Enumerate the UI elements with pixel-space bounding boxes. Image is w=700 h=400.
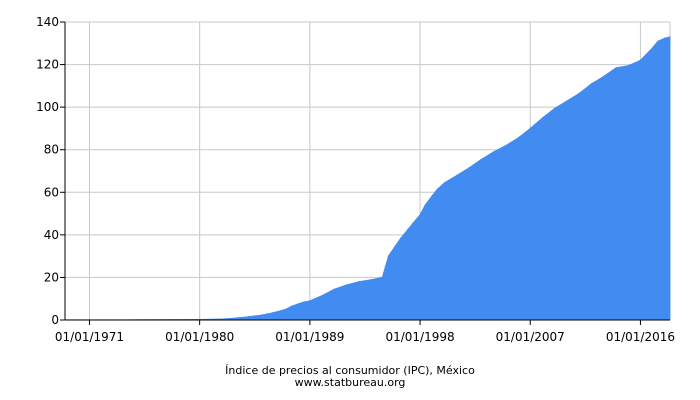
x-tick-label: 01/01/1980: [165, 330, 234, 344]
data-point: [664, 37, 666, 39]
data-point: [395, 244, 397, 247]
data-point: [302, 301, 304, 303]
data-point: [615, 67, 617, 69]
data-point: [505, 144, 507, 147]
data-point: [541, 117, 544, 119]
data-point: [468, 167, 470, 169]
data-point: [260, 314, 262, 316]
data-point: [669, 36, 671, 38]
data-point: [456, 174, 458, 176]
data-point: [492, 151, 495, 153]
data-point: [235, 317, 237, 319]
data-point: [436, 188, 438, 190]
series-area: [64, 36, 671, 321]
data-point: [603, 75, 605, 77]
y-tick-label: 40: [44, 228, 59, 242]
data-point: [554, 107, 556, 109]
data-point: [358, 281, 360, 283]
data-point: [321, 294, 323, 297]
data-point: [333, 288, 335, 290]
data-point: [578, 92, 580, 94]
y-tick-label: 120: [36, 58, 59, 72]
chart-title: Índice de precios al consumidor (IPC), M…: [225, 364, 475, 377]
y-tick-label: 140: [36, 15, 59, 29]
data-point: [419, 214, 421, 216]
y-tick-label: 0: [51, 313, 59, 327]
data-point: [297, 303, 299, 305]
data-point: [424, 204, 426, 206]
data-point: [407, 228, 409, 231]
data-point: [346, 284, 348, 286]
data-point: [284, 308, 286, 310]
data-point: [652, 46, 654, 49]
data-point: [639, 59, 642, 61]
x-tick-label: 01/01/2016: [606, 330, 675, 344]
data-point: [384, 266, 386, 268]
data-point: [400, 237, 402, 239]
data-point: [590, 83, 593, 85]
data-point: [387, 255, 389, 257]
chart-source: www.statbureau.org: [294, 376, 406, 389]
data-point: [381, 276, 383, 278]
y-tick-label: 80: [44, 143, 59, 157]
cpi-area-chart: 0 20 40 60 80 100 120 140 01/01/1971 01/01/1980 01…: [36, 15, 675, 344]
y-tick-label: 100: [36, 100, 59, 114]
data-point: [290, 305, 292, 307]
data-point: [566, 100, 568, 102]
x-tick-label: 01/01/1998: [385, 330, 454, 344]
data-point: [517, 137, 519, 139]
x-tick-label: 01/01/1971: [55, 330, 124, 344]
data-point: [309, 300, 311, 302]
y-tick-label: 20: [44, 270, 59, 284]
data-point: [529, 127, 531, 129]
x-tick-label: 01/01/2007: [496, 330, 565, 344]
data-point: [412, 222, 414, 224]
data-point: [657, 40, 659, 42]
x-tick-label: 01/01/1989: [275, 330, 344, 344]
data-point: [272, 312, 274, 314]
data-point: [443, 182, 446, 184]
data-point: [480, 158, 482, 160]
data-point: [248, 316, 250, 318]
data-point: [370, 279, 372, 281]
data-point: [627, 65, 629, 67]
data-point: [431, 194, 433, 197]
y-tick-label: 60: [44, 185, 59, 199]
data-point: [223, 318, 225, 320]
